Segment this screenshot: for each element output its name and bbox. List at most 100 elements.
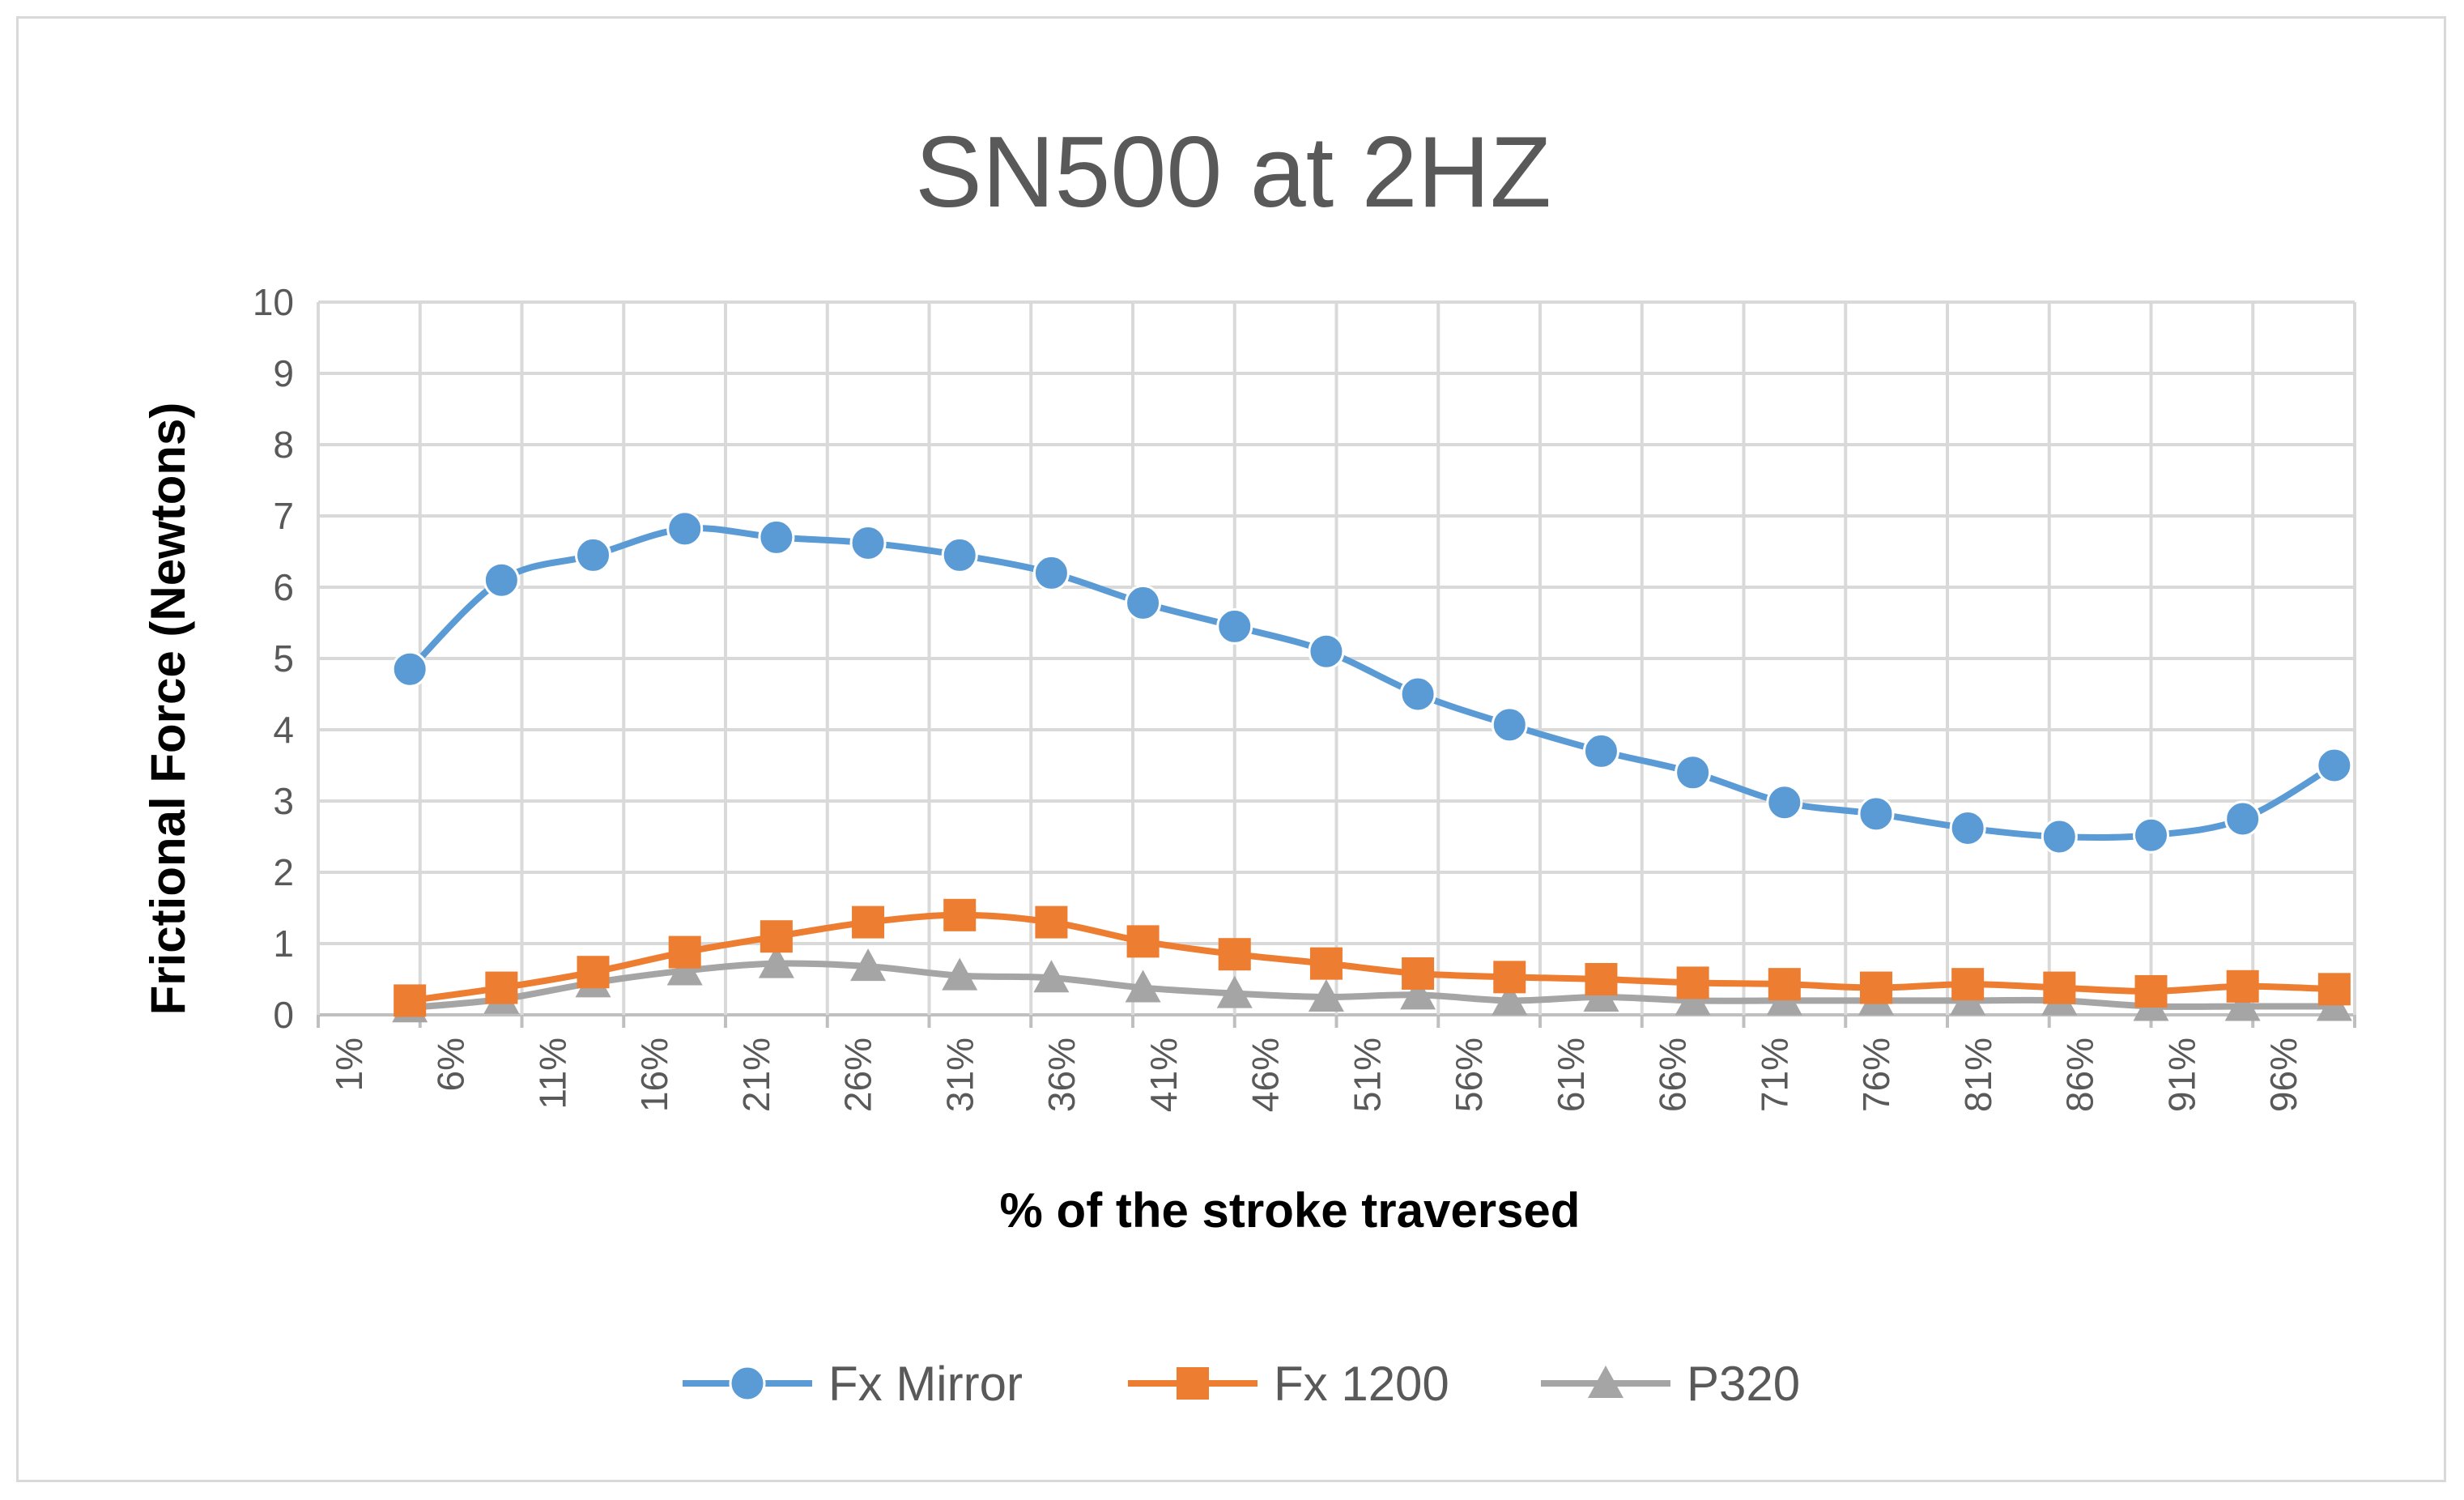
x-tick-label: 21%: [735, 1038, 777, 1112]
legend-item: P320: [1541, 1357, 1800, 1411]
data-point: [1308, 633, 1345, 670]
legend-item: Fx Mirror: [683, 1357, 1023, 1411]
data-point: [1949, 809, 1986, 846]
series-line: [409, 911, 2334, 1004]
x-tick-label: 1%: [328, 1038, 370, 1091]
x-tick-label: 56%: [1448, 1038, 1490, 1112]
y-tick-label: 8: [273, 424, 294, 466]
data-point: [2224, 988, 2261, 1021]
data-point: [575, 536, 612, 573]
data-point: [849, 524, 887, 561]
data-point: [2317, 973, 2351, 1006]
data-point: [942, 957, 978, 991]
y-tick-label: 9: [273, 352, 294, 394]
x-tick-label: 31%: [938, 1038, 981, 1112]
data-point: [1035, 906, 1068, 939]
y-tick-label: 7: [273, 495, 294, 537]
legend-label: Fx 1200: [1274, 1357, 1449, 1411]
x-tick-label: 86%: [2059, 1038, 2101, 1112]
data-point: [577, 956, 610, 989]
x-tick-label: 11%: [531, 1038, 573, 1110]
chart-svg: SN500 at 2HZ 0 1 2 3 4 5 6 7 8 9 10 1% 6% 11% 16% 21% 2…: [141, 117, 2356, 1411]
y-tick-label: 5: [273, 637, 294, 680]
data-point: [2133, 816, 2169, 854]
data-point: [394, 984, 427, 1017]
x-tick-label: 16%: [633, 1038, 675, 1112]
data-point: [1491, 706, 1528, 744]
data-point: [1216, 975, 1253, 1008]
y-tick-labels: 0 1 2 3 4 5 6 7 8 9 10: [253, 281, 294, 1036]
data-point: [1585, 963, 1618, 995]
data-point: [666, 952, 703, 986]
x-tick-label: 51%: [1346, 1038, 1388, 1112]
y-tick-label: 2: [273, 851, 294, 893]
x-tick-label: 66%: [1652, 1038, 1694, 1112]
series-group: [391, 510, 2353, 1023]
data-point: [1676, 966, 1709, 999]
x-axis-label: % of the stroke traversed: [1000, 1183, 1581, 1238]
data-point: [1675, 754, 1712, 791]
legend-label: P320: [1687, 1357, 1800, 1411]
data-point: [1216, 607, 1253, 645]
data-point: [485, 971, 518, 1004]
y-tick-label: 3: [273, 780, 294, 822]
data-point: [1218, 938, 1251, 971]
x-tick-label: 36%: [1040, 1038, 1083, 1112]
data-point: [2134, 974, 2168, 1008]
data-point: [1859, 971, 1892, 1004]
x-tick-label: 61%: [1550, 1038, 1592, 1112]
x-tick-label: 96%: [2262, 1038, 2304, 1112]
data-point: [666, 510, 704, 548]
legend-item: Fx 1200: [1128, 1357, 1449, 1411]
data-point: [852, 906, 885, 939]
data-point: [2224, 800, 2262, 837]
data-point: [1033, 960, 1070, 993]
data-point: [1308, 979, 1344, 1012]
data-point: [1399, 675, 1436, 713]
x-tick-label: 71%: [1753, 1038, 1795, 1112]
data-point: [1493, 961, 1526, 994]
data-point: [760, 920, 793, 953]
data-point: [1951, 968, 1985, 1001]
x-tick-labels: 1% 6% 11% 16% 21% 26% 31% 36% 41% 46% 51% 56% 61% 66%…: [328, 1038, 2304, 1112]
data-point: [668, 935, 701, 969]
data-point: [483, 561, 520, 599]
data-point: [1768, 968, 1801, 1001]
series-line: [409, 960, 2334, 1012]
data-point: [943, 898, 977, 931]
legend: Fx Mirror Fx 1200 P320: [683, 1357, 1800, 1411]
y-tick-label: 4: [273, 709, 294, 751]
data-point: [2226, 969, 2259, 1003]
x-tick-label: 81%: [1957, 1038, 1999, 1112]
data-point: [1402, 957, 1435, 990]
y-tick-label: 1: [273, 923, 294, 965]
data-point: [758, 518, 795, 556]
legend-marker: [729, 1365, 766, 1402]
series-fx-1200: [394, 898, 2351, 1017]
x-tick-label: 26%: [837, 1038, 879, 1112]
data-point: [2041, 818, 2078, 855]
data-point: [2043, 971, 2076, 1004]
x-tick-label: 76%: [1855, 1038, 1897, 1112]
data-point: [1126, 925, 1160, 958]
x-tick-label: 41%: [1143, 1038, 1185, 1112]
series-line: [407, 525, 2336, 842]
data-point: [850, 948, 887, 982]
x-tick-label: 6%: [430, 1038, 472, 1091]
data-point: [1309, 947, 1343, 980]
y-tick-label: 6: [273, 566, 294, 608]
series-fx-mirror: [391, 510, 2353, 855]
y-tick-label: 0: [273, 994, 294, 1036]
y-tick-label: 10: [253, 281, 294, 323]
data-point: [2316, 747, 2353, 784]
data-point: [391, 650, 428, 688]
data-point: [1766, 784, 1803, 821]
x-tick-label: 91%: [2160, 1038, 2202, 1112]
x-tick-label: 46%: [1245, 1038, 1287, 1112]
data-point: [941, 536, 978, 573]
chart-title: SN500 at 2HZ: [915, 117, 1551, 228]
data-point: [1032, 554, 1070, 591]
data-point: [1400, 977, 1436, 1010]
legend-label: Fx Mirror: [828, 1357, 1023, 1411]
data-point: [1582, 732, 1619, 769]
